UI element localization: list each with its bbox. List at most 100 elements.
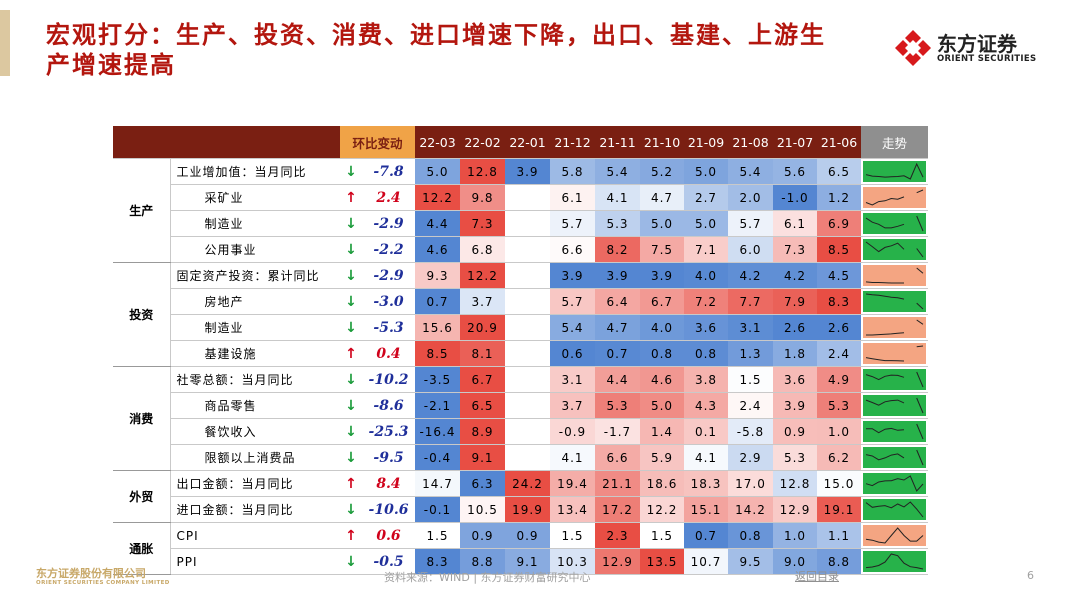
row-label: 社零总额：当月同比 <box>170 366 340 393</box>
value-cell: 12.8 <box>460 158 505 185</box>
table-row: 公用事业 ↓ -2.2 4.6 6.8 6.6 8.2 7.5 7.1 6.0 7.3 8.5 <box>113 236 928 263</box>
value-cell: -1.7 <box>595 418 640 445</box>
value-cell: 1.5 <box>550 522 595 549</box>
sparkline-bg <box>863 551 926 572</box>
value-cell: 6.1 <box>773 210 817 237</box>
table-row: PPI ↓ -0.5 8.3 8.8 9.1 10.3 12.9 13.5 10.7 9.5 9.0 8… <box>113 548 928 575</box>
toc-link[interactable]: 返回目录 <box>795 570 839 583</box>
change-value: -2.2 <box>362 236 415 263</box>
value-cell: 4.1 <box>684 444 728 471</box>
sparkline <box>863 525 926 546</box>
value-cell: 6.9 <box>817 210 861 237</box>
direction-arrow: ↑ <box>340 184 362 211</box>
value-cell: 8.1 <box>460 340 505 367</box>
sparkline-bg <box>863 421 926 442</box>
row-label: 工业增加值：当月同比 <box>170 158 340 185</box>
table-row: 消费 社零总额：当月同比 ↓ -10.2 -3.5 6.7 3.1 4.4 4.6 3.8 1.5 3… <box>113 366 928 471</box>
table-row: 限额以上消费品 ↓ -9.5 -0.4 9.1 4.1 6.6 5.9 4.1 2.9 5.3 6.2 <box>113 444 928 471</box>
sparkline-bg <box>863 369 926 390</box>
column-header: 21-12 <box>550 126 595 159</box>
value-cell: -0.9 <box>550 418 595 445</box>
value-cell: 6.4 <box>595 288 640 315</box>
value-cell: 19.4 <box>550 470 595 497</box>
value-cell: 24.2 <box>505 470 550 497</box>
value-cell: 4.3 <box>684 392 728 419</box>
value-cell: 3.6 <box>773 366 817 393</box>
value-cell: 5.4 <box>728 158 773 185</box>
sparkline-bg <box>863 291 926 312</box>
direction-arrow: ↓ <box>340 262 362 289</box>
value-cell: 2.9 <box>728 444 773 471</box>
row-label: 限额以上消费品 <box>170 444 340 471</box>
column-header: 21-11 <box>595 126 640 159</box>
logo: 东方证券 ORIENT SECURITIES <box>893 28 1053 68</box>
trend-cell <box>861 418 928 445</box>
direction-arrow: ↑ <box>340 470 362 497</box>
value-cell: 5.4 <box>550 314 595 341</box>
value-cell: 5.0 <box>684 158 728 185</box>
value-cell: 7.3 <box>460 210 505 237</box>
value-cell <box>505 392 550 419</box>
table-row: 房地产 ↓ -3.0 0.7 3.7 5.7 6.4 6.7 7.2 7.7 7.9 8.3 <box>113 288 928 315</box>
value-cell: 0.1 <box>684 418 728 445</box>
value-cell: 8.5 <box>817 236 861 263</box>
sparkline-bg <box>863 473 926 494</box>
value-cell <box>505 366 550 393</box>
sparkline <box>863 499 926 520</box>
value-cell: 2.4 <box>728 392 773 419</box>
value-cell: -1.0 <box>773 184 817 211</box>
direction-arrow: ↓ <box>340 288 362 315</box>
value-cell: 12.2 <box>640 496 684 523</box>
group-label: 外贸 <box>113 470 171 523</box>
row-label: 固定资产投资：累计同比 <box>170 262 340 289</box>
direction-arrow: ↓ <box>340 496 362 523</box>
sparkline <box>863 213 926 234</box>
sparkline <box>863 291 926 312</box>
value-cell: 9.1 <box>505 548 550 575</box>
value-cell: 0.6 <box>550 340 595 367</box>
sparkline <box>863 421 926 442</box>
row-label: 商品零售 <box>170 392 340 419</box>
value-cell: 5.7 <box>550 210 595 237</box>
column-header: 21-10 <box>640 126 684 159</box>
value-cell: 5.0 <box>415 158 460 185</box>
sparkline <box>863 161 926 182</box>
column-header: 22-01 <box>505 126 550 159</box>
table-row: 投资 固定资产投资：累计同比 ↓ -2.9 9.3 12.2 3.9 3.9 3.9 4.0 4.2… <box>113 262 928 367</box>
table-row: 外贸 出口金额：当月同比 ↑ 8.4 14.7 6.3 24.2 19.4 21.1 18.6 18… <box>113 470 928 523</box>
sparkline-line <box>865 553 924 570</box>
row-label: 基建设施 <box>170 340 340 367</box>
group-label: 生产 <box>113 158 171 263</box>
trend-cell <box>861 548 928 575</box>
group-label: 通胀 <box>113 522 171 575</box>
value-cell: 5.8 <box>550 158 595 185</box>
logo-subtext: ORIENT SECURITIES <box>937 54 1037 64</box>
value-cell: 4.0 <box>684 262 728 289</box>
sparkline <box>863 369 926 390</box>
value-cell: -0.1 <box>415 496 460 523</box>
value-cell: 15.1 <box>684 496 728 523</box>
value-cell: 0.9 <box>505 522 550 549</box>
sparkline-line <box>865 293 924 310</box>
sparkline-line <box>865 449 924 466</box>
table-row: 制造业 ↓ -5.3 15.6 20.9 5.4 4.7 4.0 3.6 3.1 2.6 2.6 <box>113 314 928 341</box>
table-row: 餐饮收入 ↓ -25.3 -16.4 8.9 -0.9 -1.7 1.4 0.1 -5.8 0.9 1… <box>113 418 928 445</box>
value-cell: 3.1 <box>728 314 773 341</box>
page-number: 6 <box>1027 569 1034 582</box>
row-label: CPI <box>170 522 340 549</box>
value-cell <box>505 210 550 237</box>
footer-company: 东方证券股份有限公司 <box>36 567 146 580</box>
table-row: 通胀 CPI ↑ 0.6 1.5 0.9 0.9 1.5 2.3 1.5 0.7 0.8 1.0 1.1 <box>113 522 928 575</box>
sparkline-line <box>865 241 924 258</box>
direction-arrow: ↑ <box>340 522 362 549</box>
sparkline-bg <box>863 265 926 286</box>
trend-cell <box>861 444 928 471</box>
change-value: -2.9 <box>362 210 415 237</box>
trend-cell <box>861 522 928 549</box>
trend-cell <box>861 314 928 341</box>
sparkline <box>863 187 926 208</box>
column-header: 22-03 <box>415 126 460 159</box>
change-value: -2.9 <box>362 262 415 289</box>
direction-arrow: ↑ <box>340 340 362 367</box>
value-cell: 13.5 <box>640 548 684 575</box>
